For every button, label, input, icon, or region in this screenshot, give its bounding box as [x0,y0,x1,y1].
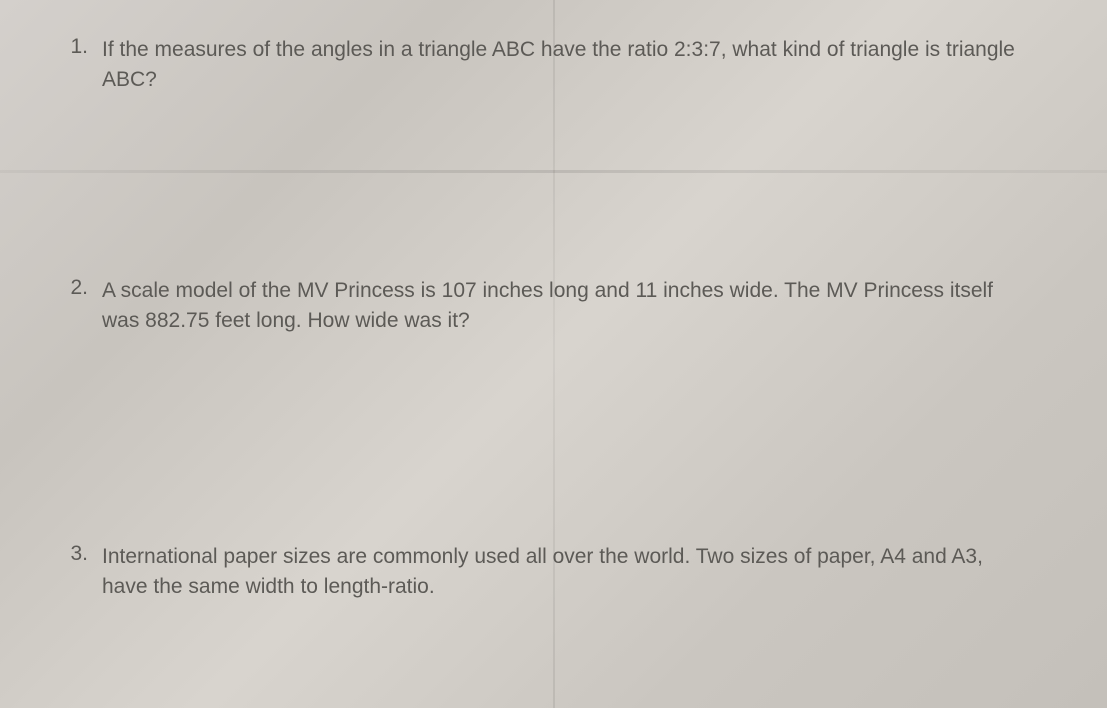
question-number: 3. [60,542,102,566]
question-text: A scale model of the MV Princess is 107 … [102,276,1022,337]
question-text: If the measures of the angles in a trian… [102,35,1022,96]
worksheet-content: 1. If the measures of the angles in a tr… [0,0,1107,623]
question-text: International paper sizes are commonly u… [102,542,1022,603]
question-number: 1. [60,35,102,59]
question-1: 1. If the measures of the angles in a tr… [60,35,1047,96]
question-2: 2. A scale model of the MV Princess is 1… [60,276,1047,337]
question-number: 2. [60,276,102,300]
question-3: 3. International paper sizes are commonl… [60,542,1047,603]
